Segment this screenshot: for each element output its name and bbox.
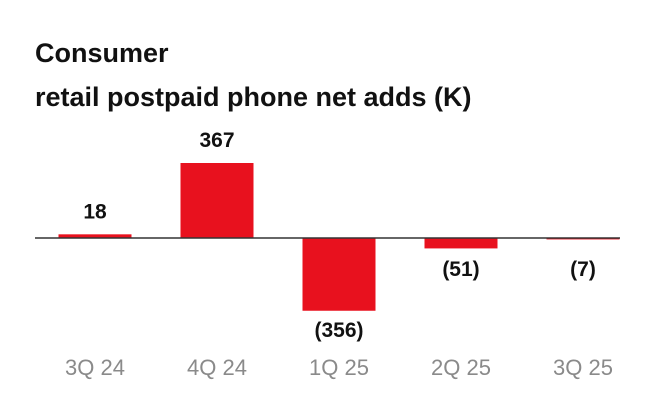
x-tick-label: 3Q 25	[553, 355, 613, 380]
value-label: (7)	[570, 258, 596, 281]
chart-title: retail postpaid phone net adds (K)	[35, 82, 472, 112]
value-label: 367	[199, 129, 234, 152]
bar	[302, 238, 376, 311]
x-tick-label: 2Q 25	[431, 355, 491, 380]
x-tick-label: 1Q 25	[309, 355, 369, 380]
bar	[180, 163, 254, 238]
chart-title: Consumer	[35, 38, 169, 68]
value-label: (51)	[442, 258, 479, 281]
x-tick-label: 3Q 24	[65, 355, 125, 380]
value-label: (356)	[314, 319, 363, 342]
x-tick-label: 4Q 24	[187, 355, 247, 380]
bar	[58, 234, 132, 238]
value-label: 18	[83, 200, 107, 223]
bar	[424, 238, 498, 249]
